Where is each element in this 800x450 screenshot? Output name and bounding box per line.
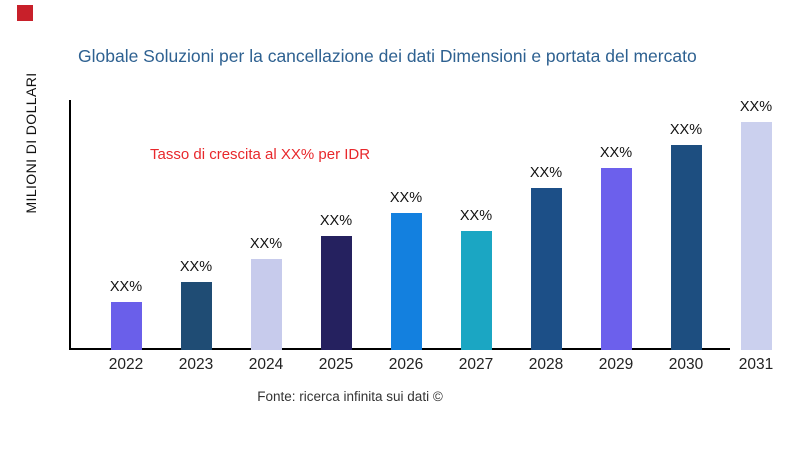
- bar-2026: [390, 213, 422, 350]
- y-axis-label: MILIONI DI DOLLARI: [23, 72, 39, 214]
- chart-title: Globale Soluzioni per la cancellazione d…: [78, 46, 697, 66]
- x-tick-label-2023: 2023: [178, 356, 214, 373]
- x-tick-label-2026: 2026: [388, 356, 424, 373]
- growth-rate-annotation: Tasso di crescita al XX% per IDR: [150, 146, 371, 163]
- bar-value-label-2027: XX%: [459, 208, 493, 224]
- bar-value-label-2030: XX%: [669, 122, 703, 138]
- bar-2024: [250, 259, 282, 350]
- x-tick-label-2029: 2029: [598, 356, 634, 373]
- bar-2031: [740, 122, 772, 350]
- bar-2023: [180, 282, 212, 350]
- bar-value-label-2029: XX%: [599, 145, 633, 161]
- bar-value-label-2024: XX%: [249, 236, 283, 252]
- bar-2029: [600, 168, 632, 350]
- bar-2025: [320, 236, 352, 350]
- bar-value-label-2023: XX%: [179, 259, 213, 275]
- bar-value-label-2031: XX%: [739, 99, 773, 115]
- bar-value-label-2026: XX%: [389, 190, 423, 206]
- bar-value-label-2028: XX%: [529, 165, 563, 181]
- bar-2028: [530, 188, 562, 350]
- x-tick-label-2031: 2031: [738, 356, 774, 373]
- brand-red-square: [17, 5, 33, 21]
- x-tick-label-2030: 2030: [668, 356, 704, 373]
- bar-2022: [110, 302, 142, 350]
- bar-value-label-2022: XX%: [109, 279, 143, 295]
- bar-2027: [460, 231, 492, 350]
- bar-value-label-2025: XX%: [319, 213, 353, 229]
- bar-2030: [670, 145, 702, 350]
- x-tick-label-2024: 2024: [248, 356, 284, 373]
- source-note: Fonte: ricerca infinita sui dati ©: [257, 389, 443, 404]
- x-tick-label-2027: 2027: [458, 356, 494, 373]
- y-axis-line: [69, 100, 71, 350]
- x-tick-label-2022: 2022: [108, 356, 144, 373]
- x-tick-label-2028: 2028: [528, 356, 564, 373]
- x-tick-label-2025: 2025: [318, 356, 354, 373]
